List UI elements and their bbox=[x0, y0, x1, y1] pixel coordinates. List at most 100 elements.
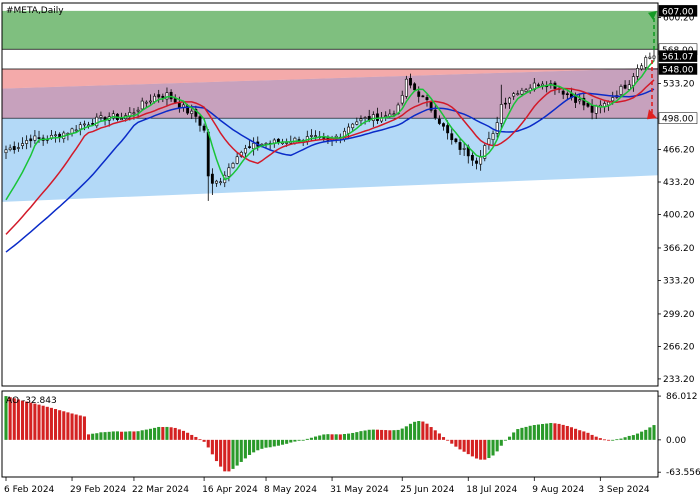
candle bbox=[400, 90, 404, 106]
ao-bar bbox=[635, 433, 640, 440]
candle-body bbox=[169, 91, 173, 100]
ao-bar bbox=[128, 431, 132, 440]
ao-bar bbox=[231, 439, 235, 469]
ao-bar bbox=[545, 423, 549, 440]
candle-body bbox=[12, 146, 16, 151]
candle bbox=[210, 168, 214, 195]
ao-bar bbox=[190, 434, 194, 440]
ao-bar bbox=[107, 431, 111, 440]
ao-bar bbox=[524, 426, 528, 440]
candle-body bbox=[74, 129, 78, 132]
price-tick-label: 533.20 bbox=[663, 80, 695, 90]
candle-body bbox=[206, 131, 210, 177]
ao-bar bbox=[359, 431, 363, 440]
ao-bar bbox=[280, 439, 285, 445]
candle-body bbox=[582, 97, 586, 106]
ao-bar bbox=[611, 439, 615, 441]
ao-bar bbox=[557, 423, 561, 440]
ao-bar bbox=[326, 434, 330, 440]
ao-bar bbox=[161, 427, 165, 440]
candle-body bbox=[82, 123, 86, 126]
ao-bar bbox=[82, 416, 86, 440]
candle-body bbox=[619, 86, 623, 95]
sma-blue-line bbox=[5, 88, 655, 253]
candle-body bbox=[54, 134, 57, 137]
ao-bar bbox=[574, 428, 578, 440]
ao-bar bbox=[272, 439, 276, 447]
candle-body bbox=[442, 123, 445, 127]
target-zone bbox=[2, 10, 658, 50]
candle bbox=[503, 97, 507, 109]
ao-bar bbox=[219, 439, 223, 467]
ao-bar bbox=[165, 426, 169, 440]
ao-bar bbox=[627, 435, 631, 440]
upper-target-label-box bbox=[658, 5, 698, 17]
candle-body bbox=[149, 100, 152, 103]
price-panel: #META,Daily bbox=[1, 2, 659, 387]
ao-bar bbox=[470, 439, 474, 457]
time-tick-label: 8 May 2024 bbox=[264, 485, 317, 495]
candle-body bbox=[29, 138, 33, 142]
candle-body bbox=[487, 138, 491, 145]
candle bbox=[194, 105, 198, 123]
candle bbox=[413, 82, 417, 92]
candle-body bbox=[272, 139, 276, 144]
candle-body bbox=[78, 124, 82, 130]
ao-bar bbox=[91, 433, 95, 440]
candle bbox=[491, 130, 495, 145]
ao-bar bbox=[157, 426, 161, 440]
ao-bar bbox=[384, 430, 388, 440]
ao-bar bbox=[607, 439, 611, 441]
candle bbox=[169, 89, 173, 102]
ao-bar bbox=[347, 433, 351, 440]
ao-bar bbox=[148, 428, 153, 440]
price-tick-label: 433.20 bbox=[663, 178, 695, 188]
resistance-upper-zone bbox=[2, 67, 658, 89]
ao-bar bbox=[623, 437, 627, 440]
candle bbox=[499, 84, 503, 129]
ao-bar bbox=[194, 436, 198, 440]
candle bbox=[136, 106, 140, 118]
candle-body bbox=[648, 56, 652, 59]
candle-body bbox=[33, 135, 37, 141]
candle bbox=[99, 111, 103, 121]
candle bbox=[619, 84, 623, 97]
level-498-label-text: 498.00 bbox=[662, 115, 694, 125]
candle bbox=[351, 122, 355, 132]
ao-bar bbox=[318, 435, 322, 440]
time-tick-label: 18 Jul 2024 bbox=[466, 485, 517, 495]
ao-bar bbox=[417, 421, 421, 440]
candle bbox=[33, 130, 37, 144]
ao-bar bbox=[87, 434, 91, 440]
price-panel-frame bbox=[1, 2, 659, 387]
ao-bar bbox=[53, 409, 58, 440]
price-tick-label: 333.20 bbox=[663, 276, 695, 286]
candle bbox=[425, 94, 429, 107]
ao-bar bbox=[565, 425, 569, 440]
ao-bar bbox=[590, 434, 594, 440]
upper-target-label-text: 607.00 bbox=[662, 7, 694, 17]
price-tick-label: 299.20 bbox=[663, 310, 695, 320]
ao-bar bbox=[206, 439, 210, 448]
ao-bar bbox=[433, 430, 437, 440]
ao-bar bbox=[371, 429, 375, 440]
candle bbox=[21, 137, 24, 150]
candle-body bbox=[483, 145, 487, 159]
ao-bar bbox=[330, 434, 334, 440]
ao-bar bbox=[408, 423, 413, 440]
candle-body bbox=[231, 163, 235, 169]
candle-body bbox=[37, 137, 41, 139]
candle bbox=[157, 89, 161, 103]
candle bbox=[475, 157, 478, 170]
candle-body bbox=[516, 93, 520, 95]
candle bbox=[421, 94, 425, 98]
candle-body bbox=[136, 109, 140, 112]
candle bbox=[54, 131, 57, 143]
ao-bar bbox=[45, 406, 49, 440]
price-tick-label: 233.20 bbox=[663, 375, 695, 385]
ao-bar bbox=[293, 439, 297, 442]
ao-bar bbox=[103, 432, 107, 440]
ao-axis: 86.012 0.00 -63.556 bbox=[658, 392, 700, 478]
candle-body bbox=[384, 115, 388, 117]
ao-bar bbox=[334, 434, 338, 440]
